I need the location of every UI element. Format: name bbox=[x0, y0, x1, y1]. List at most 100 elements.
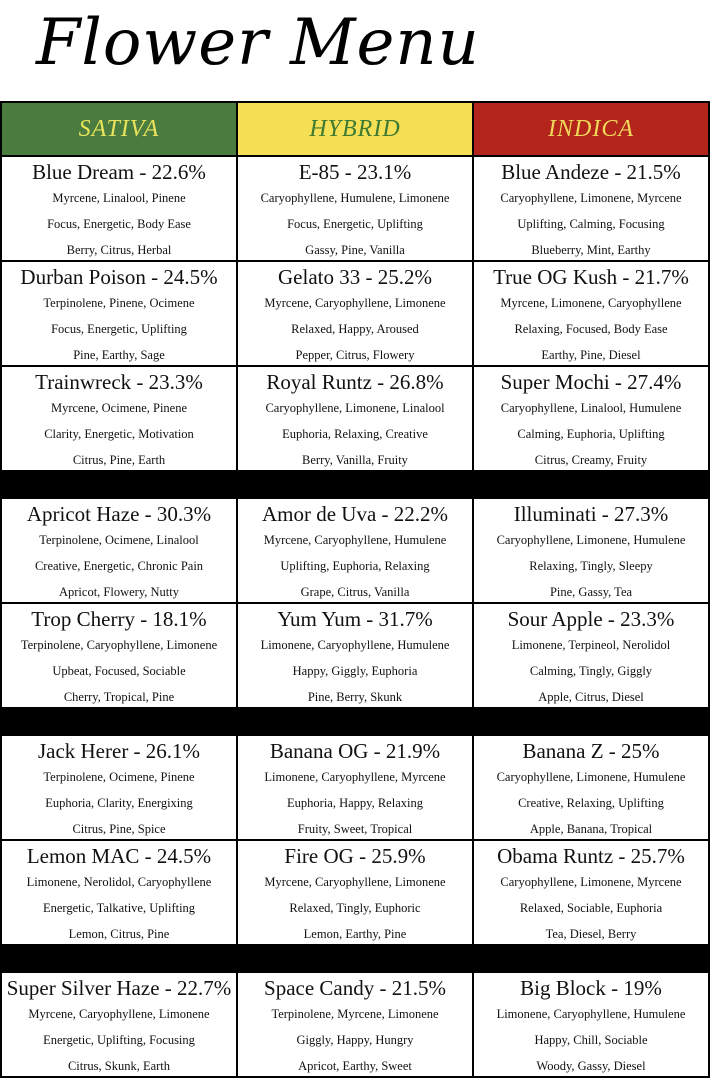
strain-flavors: Apricot, Earthy, Sweet bbox=[298, 1059, 412, 1073]
strain-cell-indica: True OG Kush - 21.7% Myrcene, Limonene, C… bbox=[474, 262, 708, 367]
strain-terpenes: Terpinolene, Ocimene, Linalool bbox=[39, 533, 199, 547]
strain-flavors: Citrus, Creamy, Fruity bbox=[534, 453, 648, 467]
strain-effects: Uplifting, Calming, Focusing bbox=[517, 217, 665, 231]
strain-terpenes: Limonene, Caryophyllene, Humulene bbox=[260, 638, 450, 652]
strain-cell-hybrid: Amor de Uva - 22.2% Myrcene, Caryophyllen… bbox=[238, 499, 474, 604]
strain-flavors: Fruity, Sweet, Tropical bbox=[297, 822, 413, 836]
strain-flavors: Citrus, Skunk, Earth bbox=[67, 1059, 171, 1073]
strain-name: Obama Runtz - 25.7% bbox=[497, 844, 685, 868]
strain-flavors: Tea, Diesel, Berry bbox=[545, 927, 637, 941]
table-row: Jack Herer - 26.1% Terpinolene, Ocimene, … bbox=[2, 736, 708, 841]
strain-cell-hybrid: Space Candy - 21.5% Terpinolene, Myrcene,… bbox=[238, 973, 474, 1078]
strain-effects: Focus, Energetic, Body Ease bbox=[47, 217, 191, 231]
strain-terpenes: Terpinolene, Myrcene, Limonene bbox=[271, 1007, 439, 1021]
strain-cell-sativa: Lemon MAC - 24.5% Limonene, Nerolidol, Ca… bbox=[2, 841, 238, 946]
strain-terpenes: Limonene, Terpineol, Nerolidol bbox=[511, 638, 671, 652]
table-row: Trop Cherry - 18.1% Terpinolene, Caryophy… bbox=[2, 604, 708, 709]
strain-terpenes: Myrcene, Linalool, Pinene bbox=[52, 191, 186, 205]
strain-effects: Energetic, Talkative, Uplifting bbox=[42, 901, 196, 915]
strain-effects: Uplifting, Euphoria, Relaxing bbox=[280, 559, 430, 573]
page-title: Flower Menu bbox=[36, 6, 480, 80]
strain-terpenes: Myrcene, Limonene, Caryophyllene bbox=[500, 296, 682, 310]
strain-flavors: Cherry, Tropical, Pine bbox=[63, 690, 175, 704]
strain-effects: Creative, Energetic, Chronic Pain bbox=[34, 559, 204, 573]
header-sativa: SATIVA bbox=[2, 103, 238, 157]
strain-name: True OG Kush - 21.7% bbox=[493, 265, 689, 289]
strain-flavors: Apple, Citrus, Diesel bbox=[538, 690, 644, 704]
strain-name: Royal Runtz - 26.8% bbox=[266, 370, 444, 394]
strain-name: Apricot Haze - 30.3% bbox=[26, 502, 212, 526]
strain-flavors: Berry, Vanilla, Fruity bbox=[302, 453, 408, 467]
strain-flavors: Earthy, Pine, Diesel bbox=[541, 348, 641, 362]
strain-terpenes: Terpinolene, Ocimene, Pinene bbox=[43, 770, 195, 784]
strain-cell-sativa: Durban Poison - 24.5% Terpinolene, Pinene… bbox=[2, 262, 238, 367]
strain-cell-hybrid: Banana OG - 21.9% Limonene, Caryophyllene… bbox=[238, 736, 474, 841]
strain-cell-sativa: Trop Cherry - 18.1% Terpinolene, Caryophy… bbox=[2, 604, 238, 709]
strain-cell-sativa: Trainwreck - 23.3% Myrcene, Ocimene, Pine… bbox=[2, 367, 238, 472]
strain-terpenes: Myrcene, Caryophyllene, Limonene bbox=[264, 296, 446, 310]
strain-cell-indica: Super Mochi - 27.4% Caryophyllene, Linalo… bbox=[474, 367, 708, 472]
strain-flavors: Berry, Citrus, Herbal bbox=[66, 243, 172, 257]
table-row: Blue Dream - 22.6% Myrcene, Linalool, Pin… bbox=[2, 157, 708, 262]
strain-cell-hybrid: E-85 - 23.1% Caryophyllene, Humulene, Lim… bbox=[238, 157, 474, 262]
strain-effects: Euphoria, Relaxing, Creative bbox=[282, 427, 428, 441]
strain-effects: Happy, Giggly, Euphoria bbox=[292, 664, 418, 678]
strain-cell-sativa: Jack Herer - 26.1% Terpinolene, Ocimene, … bbox=[2, 736, 238, 841]
strain-terpenes: Caryophyllene, Limonene, Linalool bbox=[265, 401, 445, 415]
strain-flavors: Citrus, Pine, Earth bbox=[72, 453, 166, 467]
table-row: Trainwreck - 23.3% Myrcene, Ocimene, Pine… bbox=[2, 367, 708, 472]
strain-effects: Euphoria, Happy, Relaxing bbox=[287, 796, 423, 810]
strain-terpenes: Myrcene, Ocimene, Pinene bbox=[50, 401, 188, 415]
strain-terpenes: Caryophyllene, Limonene, Humulene bbox=[496, 533, 686, 547]
strain-terpenes: Terpinolene, Pinene, Ocimene bbox=[43, 296, 195, 310]
strain-flavors: Apple, Banana, Tropical bbox=[529, 822, 653, 836]
table-row: Super Silver Haze - 22.7% Myrcene, Caryop… bbox=[2, 973, 708, 1078]
section-divider bbox=[2, 946, 708, 973]
strain-cell-sativa: Super Silver Haze - 22.7% Myrcene, Caryop… bbox=[2, 973, 238, 1078]
strain-terpenes: Terpinolene, Caryophyllene, Limonene bbox=[20, 638, 218, 652]
section-divider bbox=[2, 709, 708, 736]
strain-flavors: Gassy, Pine, Vanilla bbox=[305, 243, 405, 257]
strain-name: Super Mochi - 27.4% bbox=[500, 370, 682, 394]
strain-effects: Calming, Euphoria, Uplifting bbox=[517, 427, 665, 441]
strain-effects: Relaxing, Tingly, Sleepy bbox=[529, 559, 653, 573]
header-row: SATIVA HYBRID INDICA bbox=[2, 103, 708, 157]
strain-name: Sour Apple - 23.3% bbox=[507, 607, 675, 631]
strain-effects: Relaxed, Tingly, Euphoric bbox=[289, 901, 421, 915]
strain-name: Gelato 33 - 25.2% bbox=[278, 265, 432, 289]
strain-flavors: Pine, Earthy, Sage bbox=[73, 348, 165, 362]
strain-name: Blue Andeze - 21.5% bbox=[501, 160, 681, 184]
strain-effects: Giggly, Happy, Hungry bbox=[296, 1033, 414, 1047]
strain-terpenes: Myrcene, Caryophyllene, Humulene bbox=[263, 533, 447, 547]
strain-name: Banana OG - 21.9% bbox=[269, 739, 441, 763]
strain-cell-sativa: Blue Dream - 22.6% Myrcene, Linalool, Pin… bbox=[2, 157, 238, 262]
strain-name: Blue Dream - 22.6% bbox=[32, 160, 206, 184]
strain-cell-sativa: Apricot Haze - 30.3% Terpinolene, Ocimene… bbox=[2, 499, 238, 604]
strain-name: Durban Poison - 24.5% bbox=[20, 265, 218, 289]
strain-flavors: Citrus, Pine, Spice bbox=[72, 822, 166, 836]
strain-effects: Calming, Tingly, Giggly bbox=[529, 664, 653, 678]
strain-name: Jack Herer - 26.1% bbox=[37, 739, 201, 763]
strain-flavors: Grape, Citrus, Vanilla bbox=[300, 585, 410, 599]
strain-effects: Clarity, Energetic, Motivation bbox=[44, 427, 194, 441]
strain-flavors: Pine, Berry, Skunk bbox=[307, 690, 403, 704]
strain-name: Trop Cherry - 18.1% bbox=[31, 607, 207, 631]
strain-effects: Relaxed, Sociable, Euphoria bbox=[519, 901, 663, 915]
strain-name: Trainwreck - 23.3% bbox=[35, 370, 203, 394]
strain-cell-hybrid: Yum Yum - 31.7% Limonene, Caryophyllene, … bbox=[238, 604, 474, 709]
strain-flavors: Lemon, Earthy, Pine bbox=[303, 927, 407, 941]
strain-name: Lemon MAC - 24.5% bbox=[26, 844, 212, 868]
strain-name: Super Silver Haze - 22.7% bbox=[6, 976, 232, 1000]
strain-name: Illuminati - 27.3% bbox=[513, 502, 669, 526]
section-divider bbox=[2, 472, 708, 499]
strain-effects: Focus, Energetic, Uplifting bbox=[287, 217, 423, 231]
strain-cell-hybrid: Royal Runtz - 26.8% Caryophyllene, Limone… bbox=[238, 367, 474, 472]
strain-name: E-85 - 23.1% bbox=[298, 160, 412, 184]
strain-name: Banana Z - 25% bbox=[522, 739, 660, 763]
strain-effects: Relaxing, Focused, Body Ease bbox=[514, 322, 668, 336]
strain-terpenes: Limonene, Caryophyllene, Myrcene bbox=[264, 770, 446, 784]
strain-flavors: Lemon, Citrus, Pine bbox=[68, 927, 170, 941]
menu-table: SATIVA HYBRID INDICA Blue Dream - 22.6% M… bbox=[0, 101, 710, 1078]
strain-cell-indica: Sour Apple - 23.3% Limonene, Terpineol, N… bbox=[474, 604, 708, 709]
strain-terpenes: Caryophyllene, Linalool, Humulene bbox=[500, 401, 682, 415]
